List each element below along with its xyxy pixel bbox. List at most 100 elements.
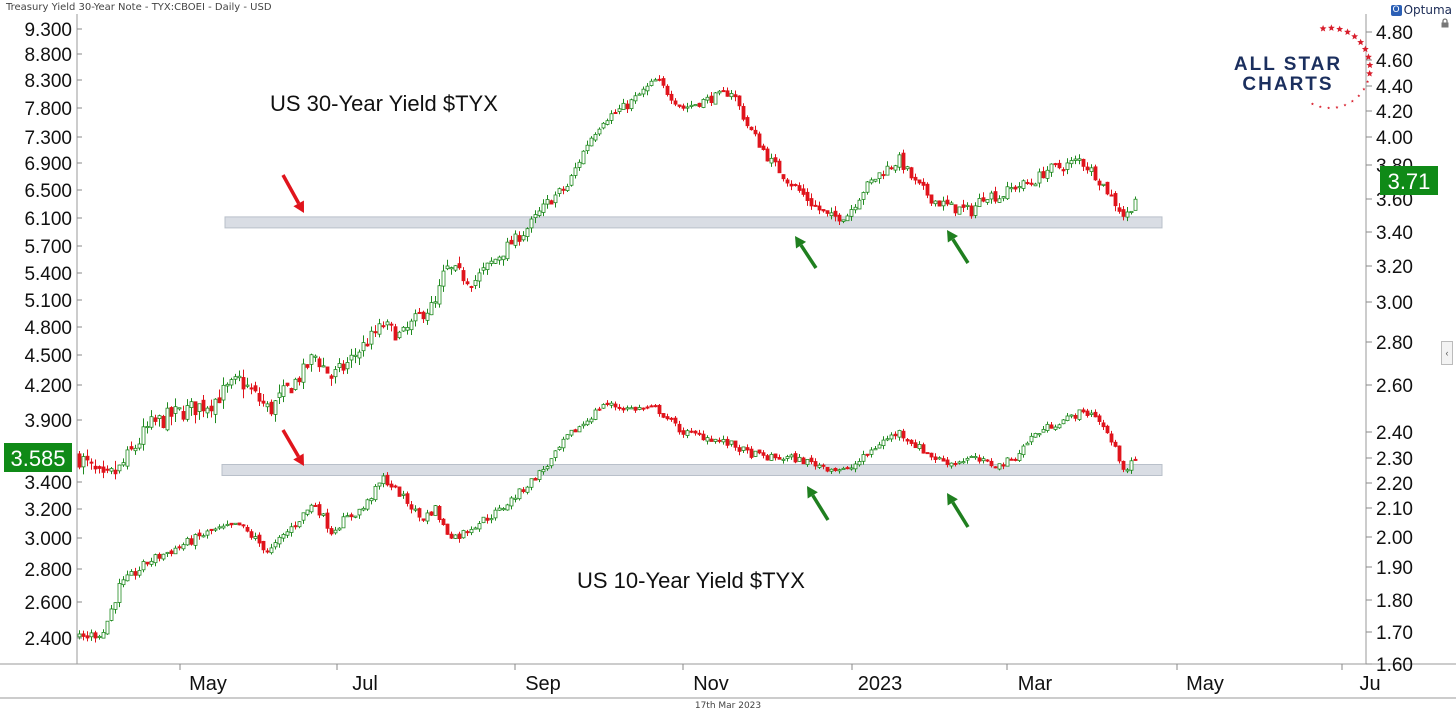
candle-body	[105, 468, 110, 471]
candle-body	[449, 533, 454, 539]
candle-body	[941, 200, 946, 207]
candle-body	[545, 466, 550, 470]
candle-body	[493, 509, 498, 519]
candle-body	[849, 209, 854, 217]
candle-body	[761, 145, 766, 150]
candle-body	[497, 256, 502, 261]
candle-body	[433, 505, 438, 516]
candle-body	[785, 179, 790, 184]
candle-body	[933, 456, 938, 461]
candle-body	[785, 456, 790, 459]
candle-body	[657, 78, 662, 81]
candle-body	[377, 323, 382, 335]
candle-body	[869, 449, 874, 455]
candle-body	[777, 160, 782, 174]
candle-body	[553, 450, 558, 458]
candle-body	[801, 188, 806, 195]
candle-body	[325, 512, 330, 529]
lock-icon[interactable]	[1440, 18, 1450, 28]
candle-body	[613, 403, 618, 408]
candle-body	[209, 528, 214, 531]
candle-body	[517, 235, 522, 242]
candle-body	[953, 462, 958, 465]
candle-body	[393, 485, 398, 488]
candle-body	[909, 439, 914, 444]
candle-body	[233, 522, 238, 525]
candle-body	[769, 157, 774, 164]
candle-body	[249, 531, 254, 538]
candle-body	[485, 517, 490, 521]
optuma-brand[interactable]: O Optuma	[1390, 3, 1452, 17]
candle-body	[729, 93, 734, 98]
candle-body	[381, 475, 386, 485]
candle-body	[821, 209, 826, 212]
candle-body	[1113, 441, 1118, 447]
candle-body	[501, 255, 506, 261]
candle-body	[869, 179, 874, 184]
x-tick-label: Jul	[352, 673, 378, 695]
collapse-panel-tab[interactable]: ‹	[1441, 341, 1453, 365]
x-tick-label: Ju	[1359, 673, 1380, 695]
x-tick-label: Nov	[693, 673, 729, 695]
candle-body	[313, 355, 318, 358]
candle-body	[741, 105, 746, 120]
candle-body	[897, 430, 902, 438]
candle-body	[1061, 169, 1066, 172]
candle-body	[993, 191, 998, 202]
candle-body	[573, 167, 578, 176]
candle-body	[149, 560, 154, 565]
candle-body	[329, 375, 334, 379]
candle-body	[181, 411, 186, 420]
candle-body	[149, 416, 154, 428]
candle-body	[81, 456, 86, 468]
support-band-30y	[224, 216, 1163, 229]
candle-body	[445, 265, 450, 270]
candle-body	[789, 454, 794, 458]
candle-body	[681, 430, 686, 435]
candle-body	[1121, 209, 1126, 217]
candle-body	[253, 385, 258, 392]
candle-body	[137, 570, 142, 576]
left-tick-label: 3.200	[24, 500, 72, 521]
candle-body	[921, 444, 926, 454]
candle-body	[857, 461, 862, 466]
right-tick-label: 4.40	[1376, 77, 1413, 98]
candle-body	[285, 531, 290, 536]
candle-body	[253, 536, 258, 539]
candle-body	[721, 90, 726, 93]
last-value-badge-10y	[4, 443, 72, 472]
candle-body	[669, 417, 674, 420]
candle-body	[437, 505, 442, 520]
candle-body	[733, 94, 738, 98]
candle-body	[789, 183, 794, 187]
candle-body	[893, 165, 898, 171]
candle-body	[837, 214, 842, 222]
candle-body	[685, 430, 690, 436]
candle-body	[281, 385, 286, 397]
logo-star	[1366, 80, 1370, 83]
candle-body	[749, 448, 754, 458]
all-star-charts-logo: ALL STAR CHARTS	[1234, 24, 1374, 110]
right-tick-label: 3.20	[1376, 257, 1413, 278]
candle-body	[205, 530, 210, 536]
candle-body	[317, 504, 322, 516]
candle-body	[817, 205, 822, 211]
candle-body	[109, 608, 114, 621]
candle-body	[649, 405, 654, 408]
candle-body	[1109, 433, 1114, 443]
candle-body	[529, 478, 534, 488]
candle-body	[989, 460, 994, 467]
x-tick-label: Sep	[525, 673, 561, 695]
candle-body	[1117, 207, 1122, 212]
candle-body	[637, 407, 642, 410]
candle-body	[709, 95, 714, 104]
candle-body	[977, 457, 982, 462]
candle-body	[973, 205, 978, 216]
right-tick-label: 2.20	[1376, 474, 1413, 495]
candle-body	[621, 407, 626, 411]
candle-body	[965, 204, 970, 207]
candle-body	[353, 354, 358, 357]
candles-10y	[77, 400, 1138, 643]
optuma-logo-icon: O	[1390, 4, 1402, 16]
candle-body	[917, 444, 922, 450]
